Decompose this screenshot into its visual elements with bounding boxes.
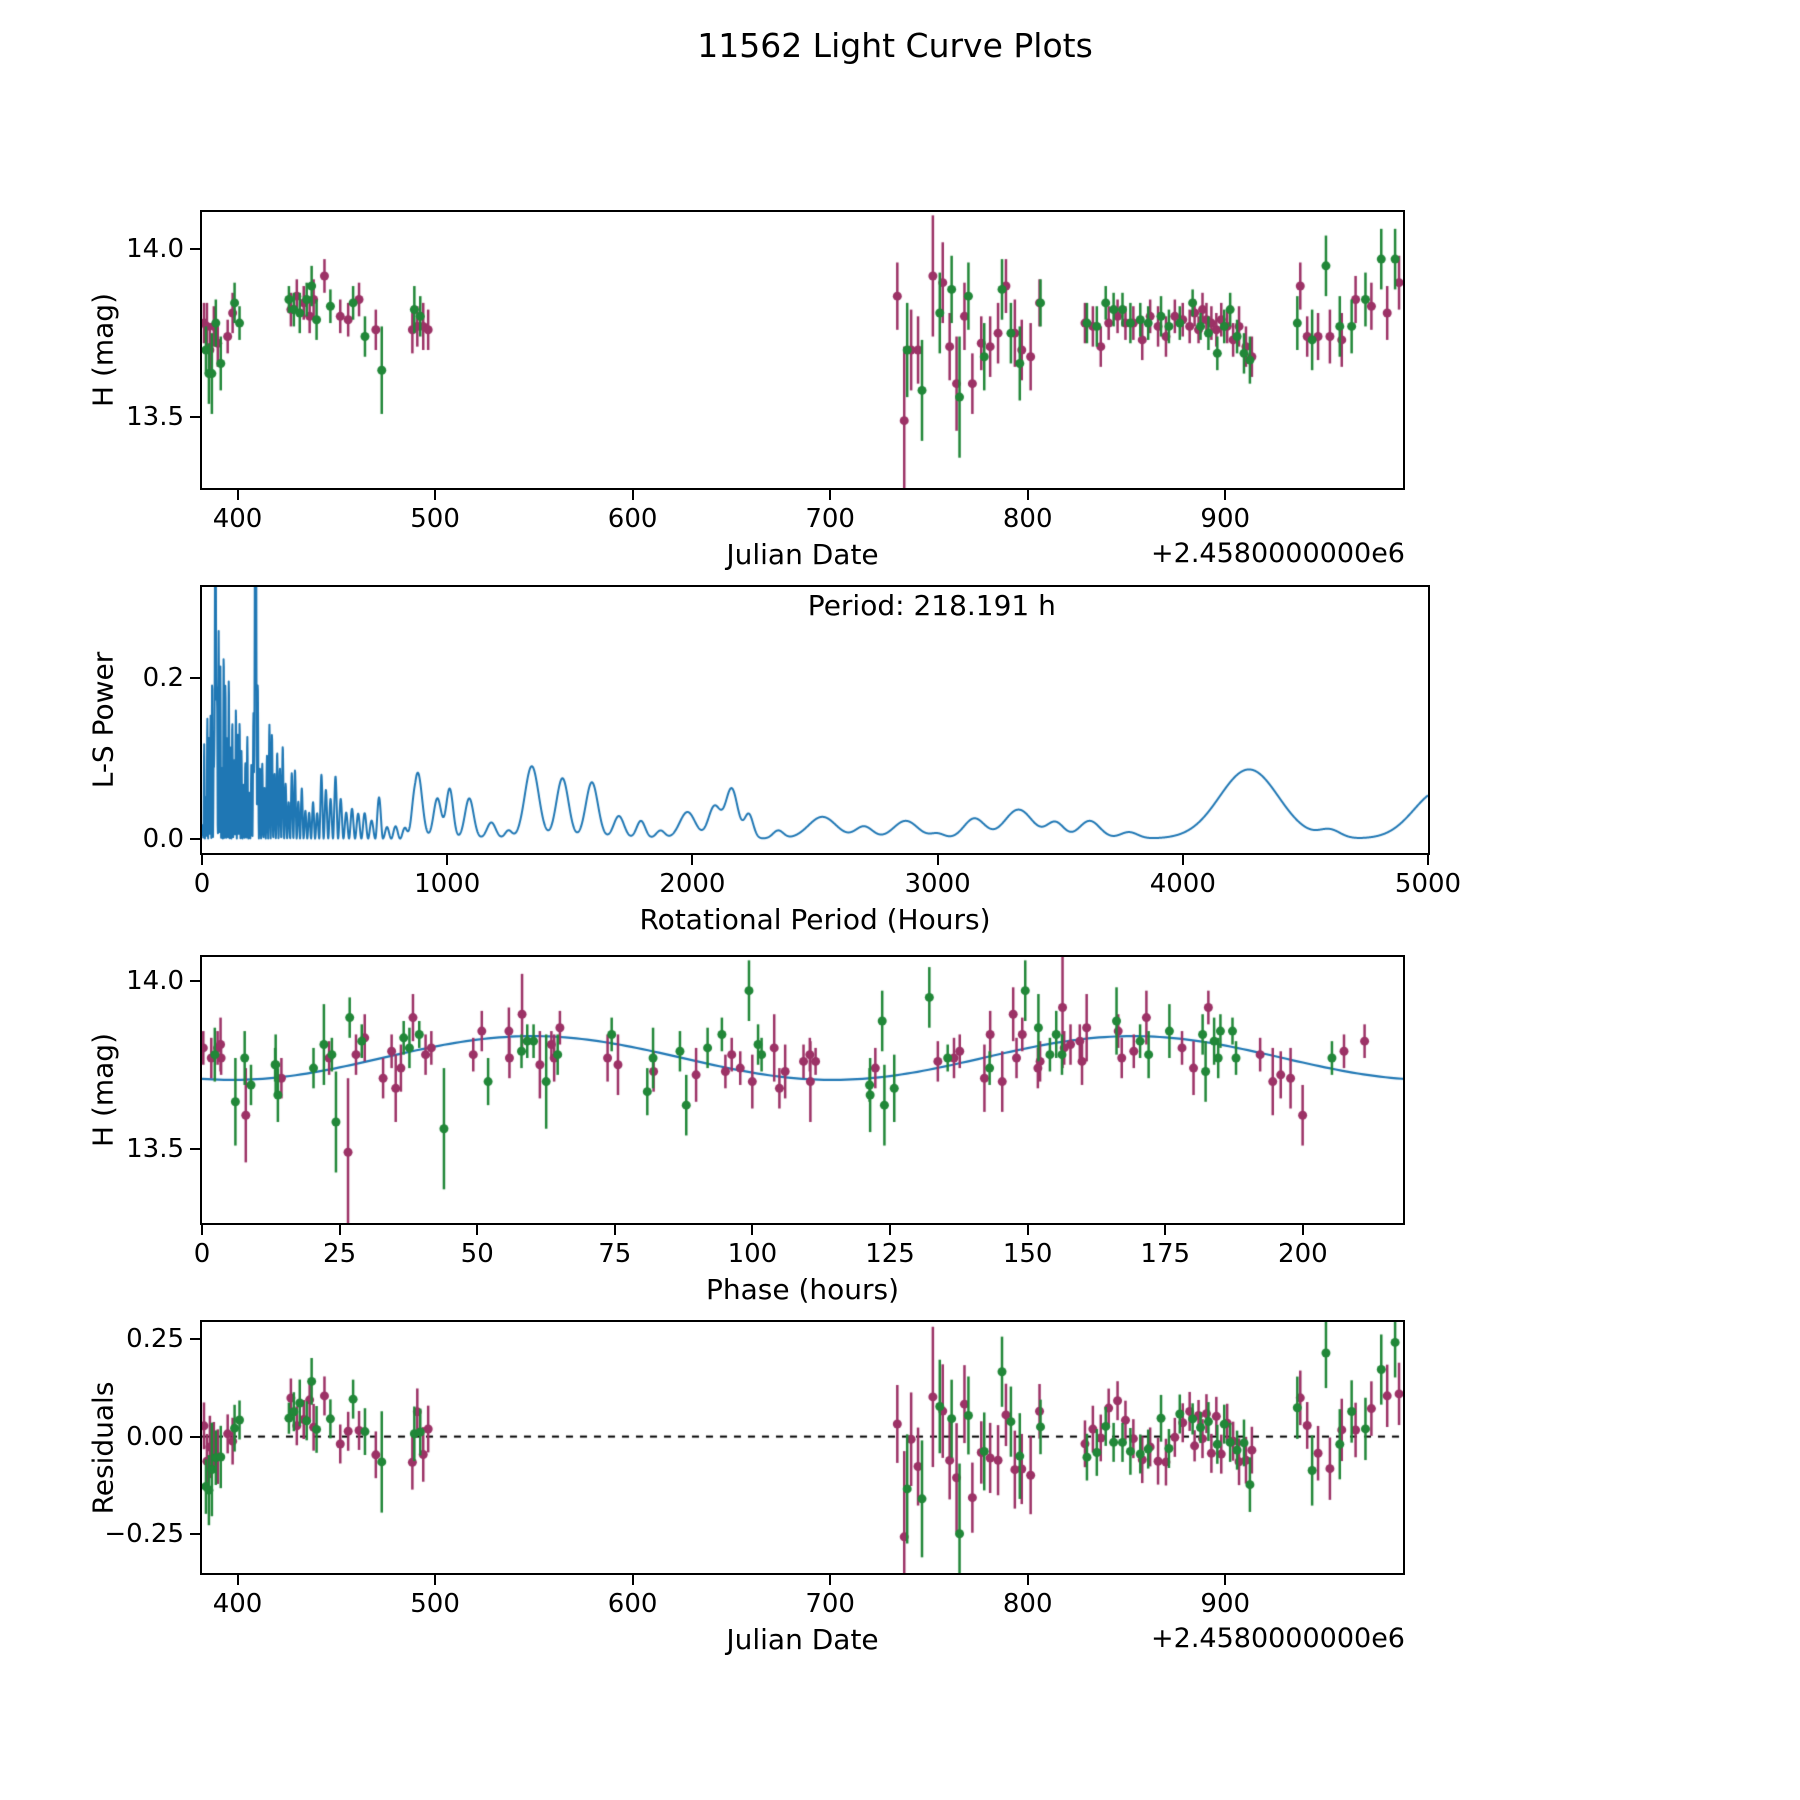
- phase-x-tick-label: 50: [460, 1239, 494, 1269]
- lightcurve-x-tick-mark: [434, 490, 437, 500]
- residuals-x-tick-label: 400: [212, 1589, 263, 1619]
- residuals-y-tick-mark: [190, 1533, 200, 1536]
- residuals-x-tick-mark: [236, 1575, 239, 1585]
- phase-x-tick-label: 175: [1140, 1239, 1191, 1269]
- lightcurve-y-tick-mark: [190, 416, 200, 419]
- periodogram-x-tick-label: 0: [193, 869, 211, 899]
- residuals-x-tick-mark: [434, 1575, 437, 1585]
- phase-x-tick-mark: [889, 1225, 892, 1235]
- periodogram-x-tick-mark: [1427, 855, 1429, 865]
- residuals-axes: [200, 1320, 1405, 1575]
- residuals-y-tick-mark: [190, 1338, 200, 1341]
- periodogram-x-axis-label: Rotational Period (Hours): [639, 903, 991, 936]
- phase-x-tick-label: 0: [193, 1239, 211, 1269]
- phase-x-tick-mark: [201, 1225, 203, 1235]
- residuals-y-tick-label: −0.25: [104, 1519, 184, 1550]
- residuals-x-tick-label: 500: [410, 1589, 460, 1619]
- periodogram-axes: [200, 585, 1430, 855]
- residuals-y-tick-label: 0.25: [126, 1324, 184, 1355]
- phase-y-tick-label: 14.0: [126, 965, 184, 996]
- residuals-x-tick-label: 600: [607, 1589, 658, 1619]
- lightcurve-x-tick-mark: [1224, 490, 1227, 500]
- phase-x-tick-mark: [751, 1225, 754, 1235]
- phase-x-tick-mark: [1301, 1225, 1304, 1235]
- periodogram-x-tick-label: 5000: [1394, 869, 1462, 899]
- phase-x-tick-label: 200: [1278, 1239, 1328, 1269]
- periodogram-x-tick-label: 2000: [659, 869, 726, 899]
- phase-x-tick-label: 25: [323, 1239, 357, 1269]
- phase-y-tick-label: 13.5: [126, 1133, 184, 1164]
- lightcurve-x-tick-label: 800: [1002, 504, 1053, 534]
- phase-x-tick-mark: [1164, 1225, 1167, 1235]
- residuals-x-tick-mark: [631, 1575, 634, 1585]
- periodogram-x-tick-label: 4000: [1149, 869, 1216, 899]
- phase-x-tick-label: 125: [865, 1239, 915, 1269]
- phase-axes: [200, 955, 1405, 1225]
- residuals-x-tick-mark: [1224, 1575, 1227, 1585]
- lightcurve-y-tick-label: 14.0: [126, 234, 184, 265]
- residuals-y-tick-mark: [190, 1435, 200, 1438]
- periodogram-y-axis-label: L-S Power: [86, 651, 120, 789]
- phase-y-tick-mark: [190, 979, 200, 982]
- phase-y-tick-mark: [190, 1147, 200, 1150]
- phase-x-tick-mark: [476, 1225, 479, 1235]
- lightcurve-y-axis-label: H (mag): [86, 292, 120, 408]
- lightcurve-x-tick-label: 900: [1200, 504, 1251, 534]
- residuals-x-tick-mark: [1026, 1575, 1029, 1585]
- lightcurve-x-tick-mark: [236, 490, 239, 500]
- periodogram-y-tick-mark: [190, 676, 200, 679]
- phase-y-axis-label: H (mag): [86, 1032, 120, 1148]
- periodogram-y-tick-label: 0.0: [142, 823, 184, 854]
- lightcurve-x-tick-mark: [829, 490, 832, 500]
- residuals-x-offset-text: +2.4580000000e6: [1151, 1623, 1405, 1654]
- periodogram-plot-canvas: [202, 587, 1428, 853]
- residuals-plot-canvas: [202, 1322, 1403, 1573]
- phase-x-tick-label: 100: [727, 1239, 778, 1269]
- periodogram-x-tick-mark: [691, 855, 694, 865]
- lightcurve-y-tick-label: 13.5: [126, 402, 184, 433]
- residuals-x-axis-label: Julian Date: [726, 1623, 879, 1656]
- lightcurve-axes: [200, 210, 1405, 490]
- periodogram-x-tick-label: 3000: [904, 869, 971, 899]
- phase-x-tick-label: 75: [598, 1239, 632, 1269]
- lightcurve-x-offset-text: +2.4580000000e6: [1151, 538, 1405, 569]
- residuals-y-axis-label: Residuals: [86, 1381, 120, 1514]
- periodogram-y-tick-mark: [190, 837, 200, 840]
- residuals-x-tick-label: 900: [1200, 1589, 1251, 1619]
- lightcurve-x-tick-label: 500: [410, 504, 460, 534]
- lightcurve-x-tick-label: 600: [607, 504, 658, 534]
- phase-x-tick-mark: [1026, 1225, 1029, 1235]
- lightcurve-x-axis-label: Julian Date: [726, 538, 879, 571]
- lightcurve-plot-canvas: [202, 212, 1403, 488]
- periodogram-x-tick-label: 1000: [414, 869, 481, 899]
- phase-x-tick-label: 150: [1002, 1239, 1053, 1269]
- phase-x-axis-label: Phase (hours): [705, 1273, 900, 1306]
- phase-x-tick-mark: [338, 1225, 341, 1235]
- periodogram-y-tick-label: 0.2: [142, 662, 184, 693]
- periodogram-x-tick-mark: [446, 855, 449, 865]
- lightcurve-x-tick-mark: [1026, 490, 1029, 500]
- phase-plot-canvas: [202, 957, 1403, 1223]
- periodogram-x-tick-mark: [936, 855, 939, 865]
- periodogram-x-tick-mark: [1181, 855, 1184, 865]
- phase-x-tick-mark: [613, 1225, 616, 1235]
- lightcurve-x-tick-label: 700: [805, 504, 855, 534]
- best-period-annotation: Period: 218.191 h: [807, 589, 1056, 622]
- residuals-y-tick-label: 0.00: [126, 1421, 184, 1452]
- residuals-x-tick-label: 700: [805, 1589, 855, 1619]
- residuals-x-tick-mark: [829, 1575, 832, 1585]
- periodogram-x-tick-mark: [201, 855, 203, 865]
- lightcurve-x-tick-label: 400: [212, 504, 263, 534]
- residuals-x-tick-label: 800: [1002, 1589, 1053, 1619]
- lightcurve-x-tick-mark: [631, 490, 634, 500]
- lightcurve-y-tick-mark: [190, 248, 200, 251]
- figure-title: 11562 Light Curve Plots: [697, 26, 1093, 65]
